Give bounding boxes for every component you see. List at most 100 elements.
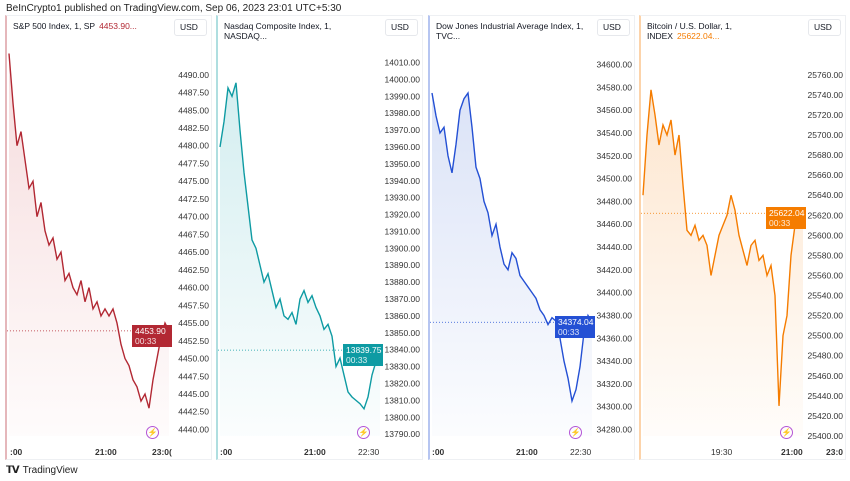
y-axis-tick: 25420.00 [808,411,844,421]
y-axis-tick: 4470.00 [178,212,209,222]
symbol-title[interactable]: Nasdaq Composite Index, 1, NASDAQ... [224,21,374,41]
symbol-name: Dow Jones Industrial Average Index, 1, T… [436,21,584,41]
y-axis-tick: 34320.00 [597,379,633,389]
y-axis-tick: 34520.00 [597,151,633,161]
price-line [8,53,170,409]
tradingview-logo-icon: 𝗧𝗩 [6,465,20,476]
y-axis-tick: 4460.00 [178,283,209,293]
y-axis-tick: 25480.00 [808,351,844,361]
last-price: 13839.75 [346,345,382,356]
y-axis-tick: 34280.00 [597,424,633,434]
x-axis-tick: :00 [220,447,233,457]
price-chart[interactable]: 14010.00 14000.00 13990.00 13980.00 13970.00… [218,16,423,460]
y-axis-tick: 25600.00 [808,230,844,240]
y-axis-tick: 25440.00 [808,391,844,401]
y-axis-tick: 25620.00 [808,210,844,220]
y-axis-tick: 4457.50 [178,300,209,310]
y-axis-tick: 13850.00 [385,328,421,338]
lightning-icon[interactable]: ⚡ [780,426,793,439]
lightning-icon[interactable]: ⚡ [146,426,159,439]
y-axis-tick: 4480.00 [178,141,209,151]
chart-panel-sp500[interactable]: S&P 500 Index, 1, SP 4453.90... USD 4490.0… [5,15,212,460]
y-axis-tick: 4475.00 [178,176,209,186]
price-area-fill [9,53,169,436]
chart-panel-nasdaq[interactable]: Nasdaq Composite Index, 1, NASDAQ... USD… [216,15,423,460]
y-axis-tick: 34460.00 [597,219,633,229]
y-axis-tick: 13920.00 [385,210,421,220]
price-area-fill [432,93,592,436]
y-axis-tick: 25680.00 [808,150,844,160]
price-chart[interactable]: 25760.00 25740.00 25720.00 25700.00 25680.00… [641,16,846,460]
y-axis-tick: 34500.00 [597,174,633,184]
last-price-label: 34374.04 00:33 [555,316,595,339]
x-axis-tick: :00 [10,447,23,457]
y-axis-tick: 4462.50 [178,265,209,275]
y-axis-tick: 4445.00 [178,389,209,399]
y-axis-tick: 13840.00 [385,345,421,355]
y-axis-tick: 13970.00 [385,125,421,135]
y-axis-tick: 4482.50 [178,123,209,133]
x-axis-tick: 21:00 [516,447,538,457]
y-axis-tick: 4485.00 [178,105,209,115]
y-axis-tick: 34540.00 [597,128,633,138]
y-axis-tick: 25500.00 [808,331,844,341]
y-axis-tick: 13860.00 [385,311,421,321]
price-chart[interactable]: 4490.00 4487.50 4485.00 4482.50 4480.00 4477.… [7,16,212,460]
y-axis-tick: 4487.50 [178,88,209,98]
bar-countdown: 00:33 [769,218,791,229]
y-axis-tick: 34600.00 [597,60,633,70]
x-axis-tick: 21:00 [304,447,326,457]
y-axis-tick: 34420.00 [597,265,633,275]
y-axis-tick: 25580.00 [808,250,844,260]
x-axis-tick: 19:30 [711,447,733,457]
y-axis-tick: 25700.00 [808,130,844,140]
y-axis-tick: 13940.00 [385,176,421,186]
y-axis-tick: 13990.00 [385,91,421,101]
currency-button[interactable]: USD [808,19,841,36]
y-axis-tick: 14000.00 [385,74,421,84]
last-price-label: 4453.90 00:33 [132,324,172,347]
price-line [219,82,381,411]
y-axis-tick: 34340.00 [597,356,633,366]
y-axis-tick: 34300.00 [597,402,633,412]
price-chart[interactable]: 34600.00 34580.00 34560.00 34540.00 34520.00… [430,16,635,460]
price-area-fill [220,82,380,437]
chart-panel-dow[interactable]: Dow Jones Industrial Average Index, 1, T… [428,15,635,460]
y-axis-tick: 34480.00 [597,196,633,206]
y-axis-tick: 4447.50 [178,371,209,381]
currency-button[interactable]: USD [174,19,207,36]
header-price: 25622.04... [676,31,720,41]
y-axis-tick: 13960.00 [385,142,421,152]
y-axis-tick: 25460.00 [808,371,844,381]
y-axis-tick: 25520.00 [808,311,844,321]
y-axis-tick: 34360.00 [597,333,633,343]
symbol-name: S&P 500 Index, 1, SP [13,21,96,31]
currency-button[interactable]: USD [597,19,630,36]
symbol-title[interactable]: Dow Jones Industrial Average Index, 1, T… [436,21,586,41]
currency-button[interactable]: USD [385,19,418,36]
y-axis-tick: 4477.50 [178,158,209,168]
last-price: 25622.04 [769,208,805,219]
y-axis-tick: 13890.00 [385,260,421,270]
y-axis-tick: 4450.00 [178,354,209,364]
y-axis-tick: 25660.00 [808,170,844,180]
x-axis-tick: 21:00 [95,447,117,457]
y-axis-tick: 34400.00 [597,288,633,298]
symbol-title[interactable]: Bitcoin / U.S. Dollar, 1, INDEX 25622.04.… [647,21,797,41]
publisher-line: BeInCrypto1 published on TradingView.com… [6,3,342,14]
lightning-icon[interactable]: ⚡ [569,426,582,439]
symbol-name: Bitcoin / U.S. Dollar, 1, INDEX [647,21,733,41]
y-axis-tick: 4490.00 [178,70,209,80]
footer-brand: TradingView [22,465,78,476]
symbol-title[interactable]: S&P 500 Index, 1, SP 4453.90... [13,21,163,31]
y-axis-tick: 25400.00 [808,431,844,441]
y-axis-tick: 13870.00 [385,294,421,304]
lightning-icon[interactable]: ⚡ [357,426,370,439]
y-axis-tick: 4440.00 [178,424,209,434]
x-axis-tick: :00 [432,447,445,457]
y-axis-tick: 25760.00 [808,70,844,80]
y-axis-tick: 13900.00 [385,243,421,253]
chart-panel-bitcoin[interactable]: Bitcoin / U.S. Dollar, 1, INDEX 25622.04.… [639,15,846,460]
price-area-fill [643,89,803,437]
bar-countdown: 00:33 [346,355,368,366]
